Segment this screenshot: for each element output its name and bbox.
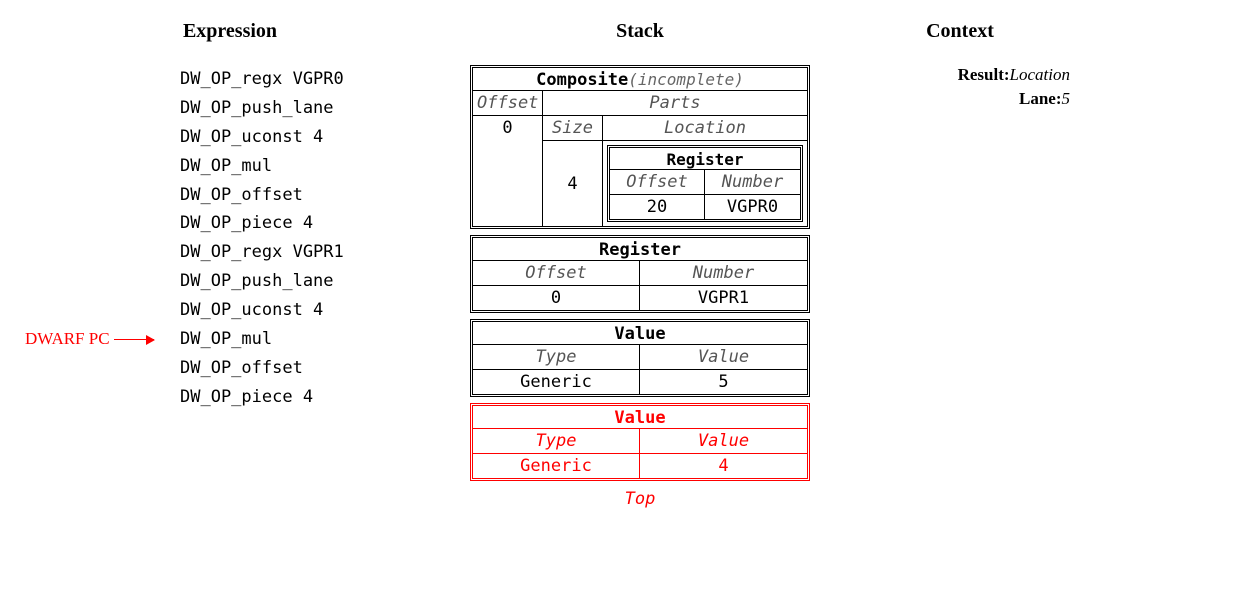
context-lane-k: Lane:: [1019, 89, 1062, 108]
register-title: Register: [473, 238, 807, 260]
composite-parts-h: Parts: [543, 90, 807, 115]
composite-parts-cell: Size Location 4 Register Offset Numbe: [543, 115, 807, 226]
value2-box: Value Type Value Generic 4: [470, 403, 810, 481]
op-row: DW_OP_offset: [180, 354, 430, 383]
value2-val-h: Value: [640, 428, 807, 453]
value1-type-h: Type: [473, 344, 640, 369]
register-num-v: VGPR1: [640, 285, 807, 310]
parts-location-h: Location: [603, 116, 807, 140]
value1-val-h: Value: [640, 344, 807, 369]
value1-type-v: Generic: [473, 369, 640, 394]
op-row: DW_OP_regx VGPR0: [180, 65, 430, 94]
top-label: Top: [470, 489, 810, 509]
op-row: DW_OP_offset: [180, 181, 430, 210]
composite-box: Composite(incomplete) Offset Parts 0 Siz…: [470, 65, 810, 229]
layout: Expression DW_OP_regx VGPR0DW_OP_push_la…: [30, 20, 1211, 509]
composite-offset-h: Offset: [473, 90, 543, 115]
expression-column: Expression DW_OP_regx VGPR0DW_OP_push_la…: [30, 20, 430, 412]
stack-wrap: Composite(incomplete) Offset Parts 0 Siz…: [470, 65, 810, 509]
value2-val-v: 4: [640, 453, 807, 478]
context-column: Context Result:Location Lane:5: [850, 20, 1070, 109]
composite-title: Composite(incomplete): [473, 68, 807, 90]
parts-size-v: 4: [543, 140, 603, 226]
stack-column: Stack Composite(incomplete) Offset Parts…: [470, 20, 810, 509]
context-result-v: Location: [1010, 65, 1070, 84]
arrow-icon: [114, 339, 154, 340]
op-row: DW_OP_piece 4: [180, 209, 430, 238]
op-row: DW_OP_piece 4: [180, 383, 430, 412]
composite-title-text: Composite: [536, 70, 628, 90]
composite-offset-v: 0: [473, 115, 543, 226]
nested-reg-off-v: 20: [610, 194, 705, 219]
register-off-h: Offset: [473, 260, 640, 285]
expression-heading: Expression: [30, 20, 430, 43]
value1-grid: Type Value Generic 5: [473, 344, 807, 394]
nested-register-title: Register: [610, 148, 800, 169]
parts-values: 4 Register Offset Number 20 VGPR0: [543, 140, 807, 226]
value2-title: Value: [473, 406, 807, 428]
op-row: DW_OP_mulDWARF PC: [180, 325, 430, 354]
context-heading: Context: [850, 20, 1070, 43]
op-row: DW_OP_push_lane: [180, 267, 430, 296]
parts-grid: Size Location: [543, 116, 807, 140]
op-row: DW_OP_uconst 4: [180, 123, 430, 152]
op-row: DW_OP_regx VGPR1: [180, 238, 430, 267]
nested-reg-num-v: VGPR0: [705, 194, 800, 219]
register-off-v: 0: [473, 285, 640, 310]
context-result-k: Result:: [958, 65, 1010, 84]
value1-title: Value: [473, 322, 807, 344]
nested-reg-num-h: Number: [705, 169, 800, 194]
nested-reg-off-h: Offset: [610, 169, 705, 194]
register-num-h: Number: [640, 260, 807, 285]
context-lane-v: 5: [1062, 89, 1071, 108]
parts-location-cell: Register Offset Number 20 VGPR0: [603, 140, 807, 226]
value2-type-h: Type: [473, 428, 640, 453]
op-row: DW_OP_mul: [180, 152, 430, 181]
stack-heading: Stack: [470, 20, 810, 43]
value2-grid: Type Value Generic 4: [473, 428, 807, 478]
nested-register-grid: Offset Number 20 VGPR0: [610, 169, 800, 219]
register-grid: Offset Number 0 VGPR1: [473, 260, 807, 310]
value2-type-v: Generic: [473, 453, 640, 478]
value1-val-v: 5: [640, 369, 807, 394]
nested-register-box: Register Offset Number 20 VGPR0: [607, 145, 803, 222]
parts-size-h: Size: [543, 116, 603, 140]
composite-grid: Offset Parts 0 Size Location 4 Registe: [473, 90, 807, 226]
pc-pointer: DWARF PC: [25, 325, 154, 354]
op-row: DW_OP_push_lane: [180, 94, 430, 123]
value1-box: Value Type Value Generic 5: [470, 319, 810, 397]
pc-label-text: DWARF PC: [25, 325, 110, 354]
context-result: Result:Location: [850, 65, 1070, 85]
context-lane: Lane:5: [850, 89, 1070, 109]
op-row: DW_OP_uconst 4: [180, 296, 430, 325]
register-box: Register Offset Number 0 VGPR1: [470, 235, 810, 313]
ops-list: DW_OP_regx VGPR0DW_OP_push_laneDW_OP_uco…: [180, 65, 430, 412]
composite-status: (incomplete): [628, 70, 744, 89]
